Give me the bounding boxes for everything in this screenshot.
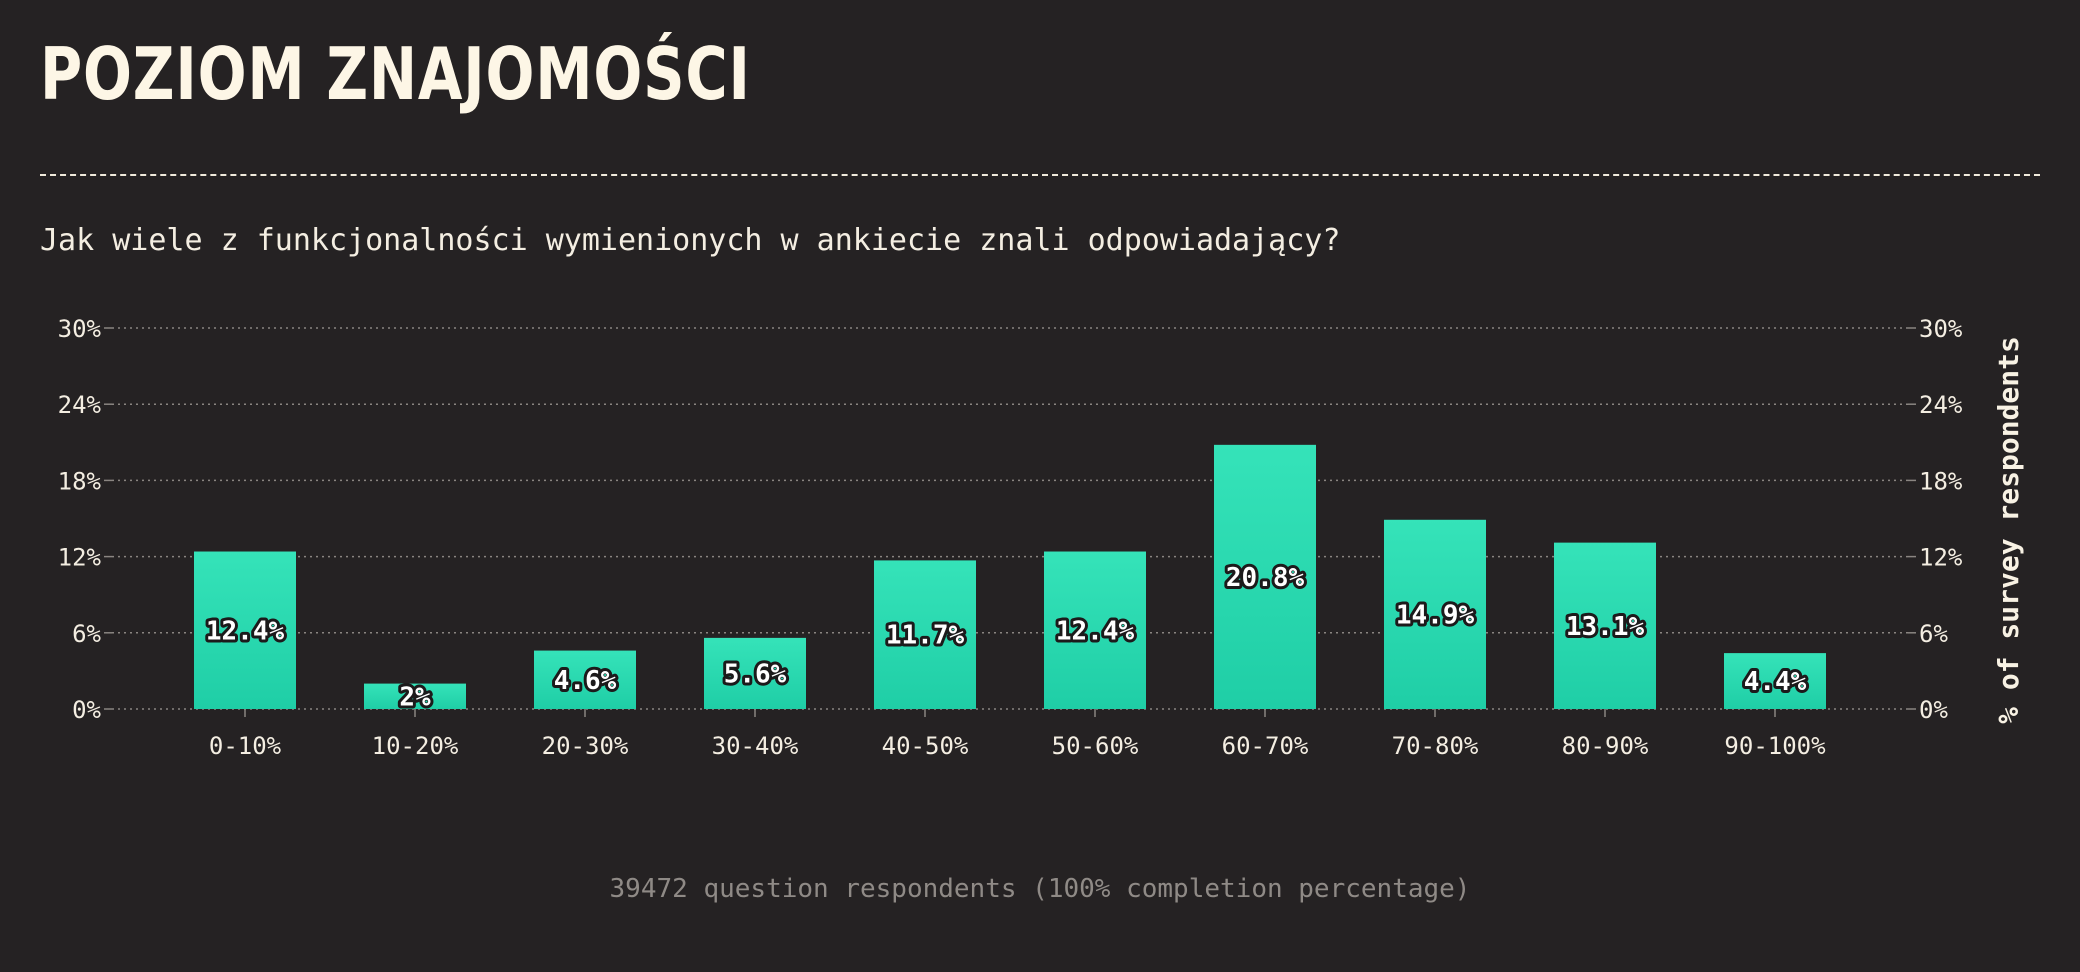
category-label: 60-70% — [1222, 732, 1309, 760]
bar-value-label: 4.4% — [1744, 667, 1807, 697]
left-tick-label: 12% — [58, 544, 102, 572]
bar — [1724, 653, 1826, 709]
bar — [704, 637, 806, 709]
title-divider — [40, 174, 2040, 176]
bar-value-label: 14.9% — [1396, 600, 1475, 630]
category-label: 70-80% — [1392, 732, 1479, 760]
bar-value-label: 12.4% — [206, 616, 285, 646]
bars: 12.4% 2% 4.6% 5.6% 11.7% 12.4% 20.8% 14.9% 13.1%… — [194, 444, 1826, 715]
right-axis: 0% 6% 12% 18% 24% 30% — [1908, 315, 1963, 724]
category-label: 10-20% — [372, 732, 459, 760]
chart-subtitle: Jak wiele z funkcjonalności wymienionych… — [40, 223, 1341, 258]
left-tick-label: 18% — [58, 467, 102, 495]
left-axis: 0% 6% 12% 18% 24% 30% — [58, 315, 112, 724]
bar-value-label: 5.6% — [724, 659, 787, 689]
bar-value-label: 2% — [399, 682, 431, 712]
category-labels: 0-10% 10-20% 20-30% 30-40% 40-50% 50-60% 60-70… — [209, 709, 1826, 760]
bar — [1554, 542, 1656, 709]
right-tick-label: 0% — [1919, 696, 1948, 724]
bar — [874, 560, 976, 709]
right-tick-label: 30% — [1919, 315, 1963, 343]
bar — [1044, 551, 1146, 709]
bar-chart: 0% 6% 12% 18% 24% 30% 0% 6% 12% 18% 24% 30% 12.4% 2… — [58, 315, 2025, 760]
bar-value-label: 20.8% — [1226, 563, 1305, 593]
bar — [1384, 519, 1486, 709]
right-tick-label: 6% — [1919, 620, 1948, 648]
y-axis-title: % of survey respondents — [1992, 336, 2025, 724]
category-label: 30-40% — [712, 732, 799, 760]
bar — [364, 683, 466, 709]
page-title: POZIOM ZNAJOMOŚCI — [40, 32, 751, 116]
left-tick-label: 6% — [72, 620, 101, 648]
right-tick-label: 12% — [1919, 544, 1963, 572]
category-label: 20-30% — [542, 732, 629, 760]
left-tick-label: 0% — [72, 696, 101, 724]
bar-value-label: 12.4% — [1056, 616, 1135, 646]
bar — [1214, 444, 1316, 709]
category-label: 50-60% — [1052, 732, 1139, 760]
bar-value-label: 4.6% — [554, 666, 617, 696]
bar-value-label: 13.1% — [1566, 612, 1645, 642]
bar-value-label: 11.7% — [886, 621, 965, 651]
category-label: 90-100% — [1724, 732, 1826, 760]
bar — [194, 551, 296, 709]
bar — [534, 650, 636, 709]
left-tick-label: 30% — [58, 315, 102, 343]
category-label: 40-50% — [882, 732, 969, 760]
right-tick-label: 24% — [1919, 391, 1963, 419]
left-tick-label: 24% — [58, 391, 102, 419]
right-tick-label: 18% — [1919, 467, 1963, 495]
respondents-footer: 39472 question respondents (100% complet… — [609, 874, 1471, 904]
category-label: 0-10% — [209, 732, 282, 760]
category-label: 80-90% — [1562, 732, 1649, 760]
